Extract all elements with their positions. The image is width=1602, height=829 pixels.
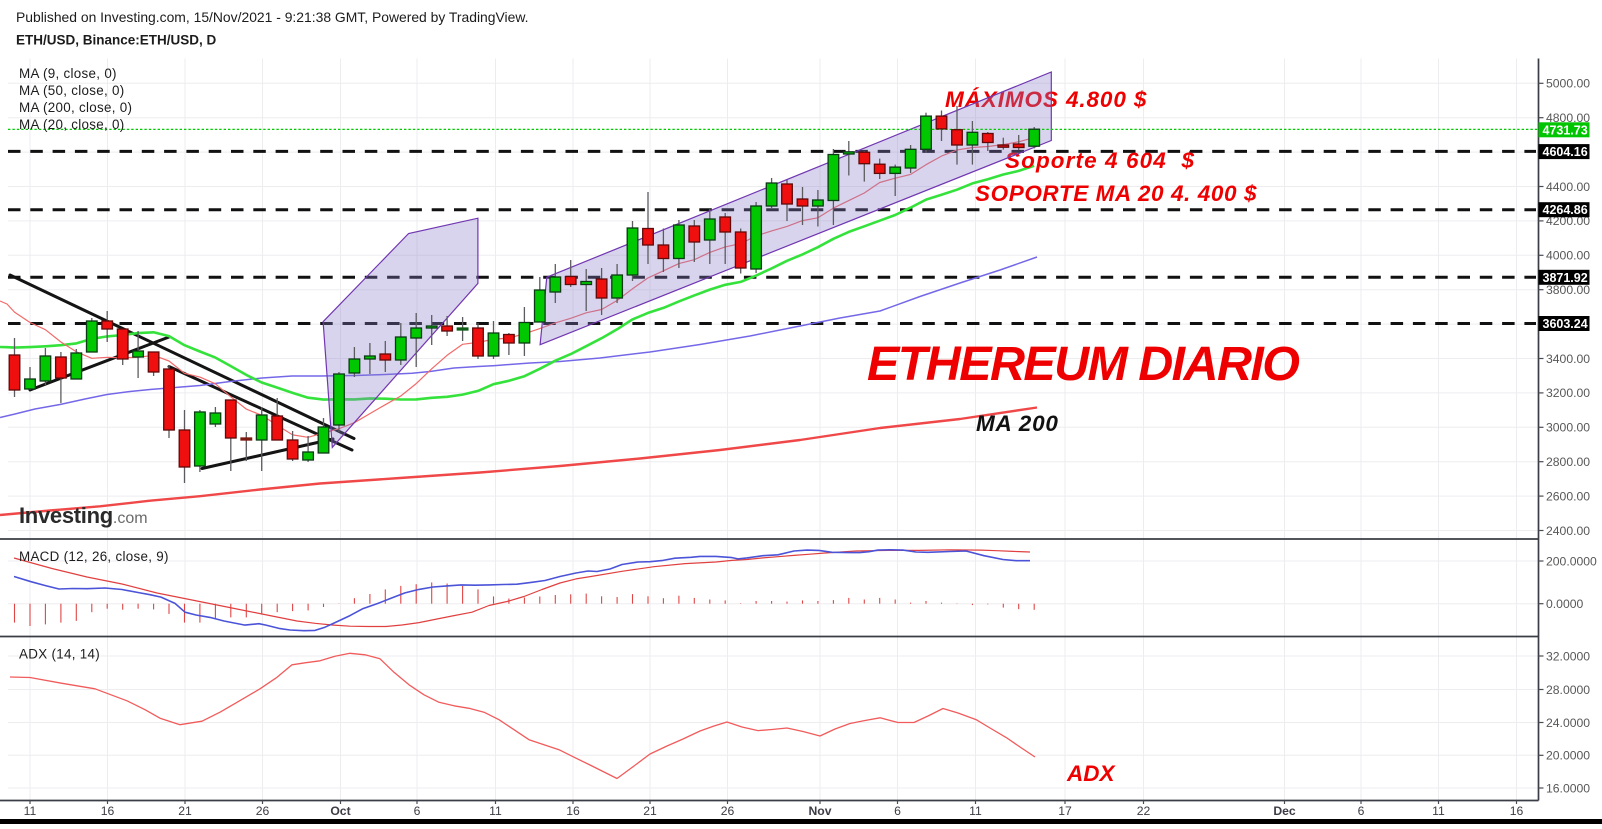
svg-text:ADX (14, 14): ADX (14, 14) [19, 647, 100, 662]
svg-text:Soporte 4 604 $: Soporte 4 604 $ [1005, 148, 1195, 173]
svg-text:3400.00: 3400.00 [1546, 352, 1590, 366]
svg-text:11: 11 [489, 804, 502, 818]
svg-text:4200.00: 4200.00 [1546, 214, 1590, 228]
svg-text:MA (20, close, 0): MA (20, close, 0) [19, 117, 125, 132]
svg-text:26: 26 [721, 804, 735, 818]
svg-text:ETHEREUM DIARIO: ETHEREUM DIARIO [867, 337, 1299, 391]
svg-text:MA (200, close, 0): MA (200, close, 0) [19, 100, 132, 115]
svg-text:4264.86: 4264.86 [1543, 203, 1588, 217]
svg-text:28.0000: 28.0000 [1546, 683, 1590, 697]
svg-text:24.0000: 24.0000 [1546, 716, 1590, 730]
svg-text:21: 21 [178, 804, 192, 818]
svg-text:ADX: ADX [1066, 761, 1116, 786]
svg-text:MA (50, close, 0): MA (50, close, 0) [19, 83, 125, 98]
svg-text:4731.73: 4731.73 [1543, 123, 1588, 137]
svg-text:MACD (12, 26, close, 9): MACD (12, 26, close, 9) [19, 549, 169, 564]
svg-text:4800.00: 4800.00 [1546, 111, 1590, 125]
svg-text:6: 6 [894, 804, 901, 818]
svg-text:2600.00: 2600.00 [1546, 489, 1590, 503]
svg-text:3200.00: 3200.00 [1546, 386, 1590, 400]
svg-text:4604.16: 4604.16 [1543, 145, 1588, 159]
svg-text:16: 16 [101, 804, 115, 818]
svg-text:16: 16 [1510, 804, 1524, 818]
svg-text:20.0000: 20.0000 [1546, 749, 1590, 763]
svg-text:11: 11 [1432, 804, 1445, 818]
svg-text:4400.00: 4400.00 [1546, 180, 1590, 194]
svg-text:16.0000: 16.0000 [1546, 781, 1590, 795]
svg-text:6: 6 [1358, 804, 1365, 818]
svg-text:3603.24: 3603.24 [1543, 317, 1588, 331]
svg-text:2800.00: 2800.00 [1546, 455, 1590, 469]
svg-text:21: 21 [643, 804, 657, 818]
svg-text:26: 26 [256, 804, 270, 818]
svg-text:16: 16 [566, 804, 580, 818]
svg-text:0.0000: 0.0000 [1546, 597, 1583, 611]
svg-text:17: 17 [1058, 804, 1072, 818]
svg-text:22: 22 [1137, 804, 1151, 818]
svg-text:Published on Investing.com, 15: Published on Investing.com, 15/Nov/2021 … [16, 9, 528, 25]
svg-text:11: 11 [969, 804, 982, 818]
svg-text:200.0000: 200.0000 [1546, 554, 1597, 568]
svg-text:3800.00: 3800.00 [1546, 283, 1590, 297]
svg-text:SOPORTE MA 20 4. 400 $: SOPORTE MA 20 4. 400 $ [975, 181, 1257, 206]
svg-text:5000.00: 5000.00 [1546, 77, 1590, 91]
svg-text:MÁXIMOS 4.800 $: MÁXIMOS 4.800 $ [945, 87, 1147, 112]
svg-text:MA (9, close, 0): MA (9, close, 0) [19, 66, 117, 81]
svg-text:6: 6 [414, 804, 421, 818]
svg-text:Oct: Oct [330, 804, 350, 818]
svg-text:MA 200: MA 200 [976, 411, 1059, 436]
svg-text:Dec: Dec [1273, 804, 1296, 818]
svg-text:11: 11 [24, 804, 37, 818]
svg-text:ETH/USD, Binance:ETH/USD, D: ETH/USD, Binance:ETH/USD, D [16, 33, 217, 48]
svg-text:3871.92: 3871.92 [1543, 271, 1588, 285]
svg-text:Nov: Nov [808, 804, 831, 818]
svg-text:2400.00: 2400.00 [1546, 524, 1590, 538]
svg-text:32.0000: 32.0000 [1546, 649, 1590, 663]
svg-text:4000.00: 4000.00 [1546, 249, 1590, 263]
svg-text:3000.00: 3000.00 [1546, 421, 1590, 435]
